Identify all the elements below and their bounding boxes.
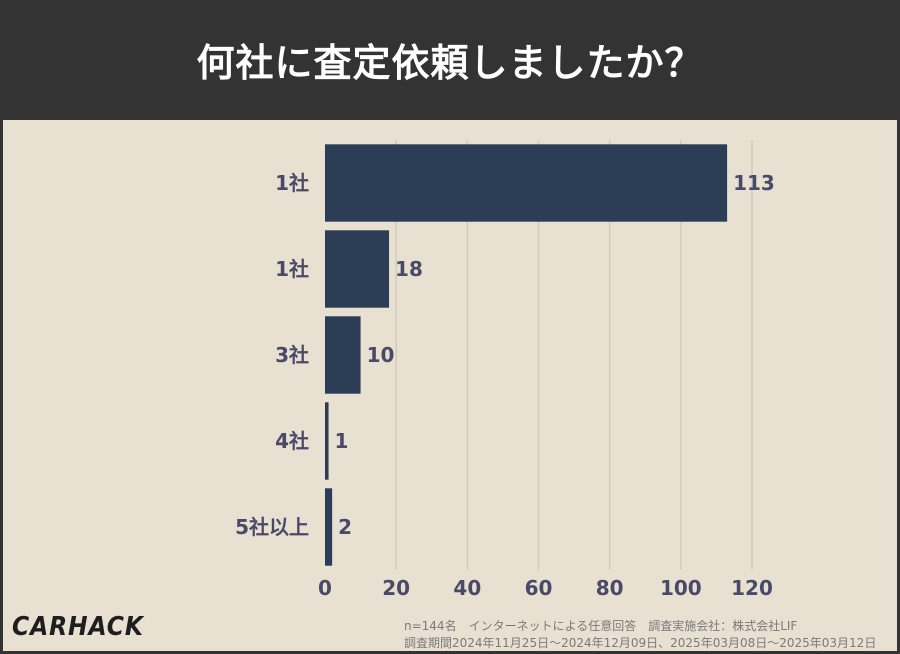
category-label: 1社 bbox=[275, 171, 309, 195]
header-bar: 何社に査定依頼しましたか？ bbox=[0, 0, 900, 118]
category-label: 3社 bbox=[275, 343, 309, 367]
bar bbox=[325, 230, 390, 308]
value-label: 18 bbox=[395, 257, 423, 281]
bar bbox=[325, 402, 329, 480]
bar bbox=[325, 316, 361, 394]
bar bbox=[325, 144, 728, 222]
category-label: 4社 bbox=[275, 429, 309, 453]
x-tick-label: 60 bbox=[525, 576, 553, 600]
value-label: 113 bbox=[733, 171, 775, 195]
x-tick-label: 20 bbox=[382, 576, 410, 600]
carhack-logo: CARHACK bbox=[12, 612, 144, 642]
bar bbox=[325, 488, 333, 566]
survey-note: n=144名 インターネットによる任意回答 調査実施会社：株式会社LIF bbox=[404, 619, 798, 633]
value-label: 2 bbox=[338, 515, 352, 539]
x-tick-label: 40 bbox=[453, 576, 481, 600]
x-tick-label: 0 bbox=[318, 576, 332, 600]
value-label: 10 bbox=[367, 343, 395, 367]
x-tick-label: 120 bbox=[731, 576, 773, 600]
category-label: 5社以上 bbox=[235, 515, 309, 539]
category-label: 1社 bbox=[275, 257, 309, 281]
value-label: 1 bbox=[335, 429, 349, 453]
page-title: 何社に査定依頼しましたか？ bbox=[196, 40, 704, 85]
survey-period: 調査期間2024年11月25日〜2024年12月09日、2025年03月08日〜… bbox=[404, 636, 877, 650]
x-tick-label: 100 bbox=[660, 576, 702, 600]
x-tick-label: 80 bbox=[596, 576, 624, 600]
